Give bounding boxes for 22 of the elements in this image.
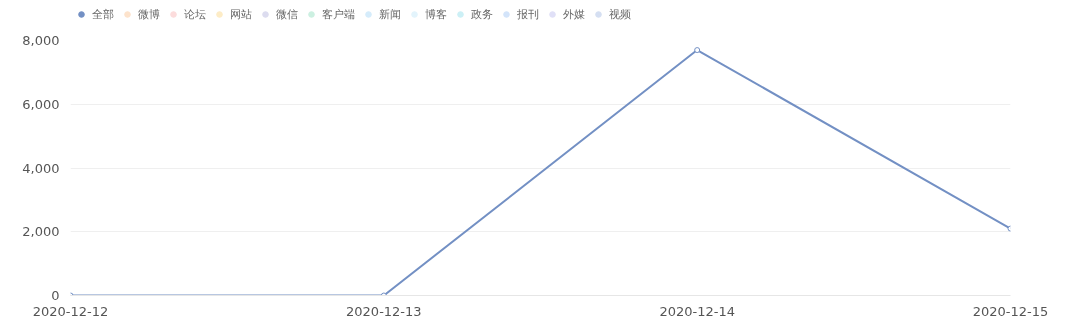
- legend-label: 视频: [609, 6, 631, 22]
- point: [694, 47, 701, 54]
- legend-label: 报刊: [517, 6, 539, 22]
- legend-label: 外媒: [563, 6, 585, 22]
- x-tick-label: 2020-12-14: [659, 303, 735, 319]
- y-tick-label: 8,000: [22, 33, 60, 48]
- x-tick-label: 2020-12-13: [346, 303, 422, 319]
- legend-label: 博客: [425, 6, 447, 22]
- legend-label: 新闻: [379, 6, 401, 22]
- y-tick-label: 2,000: [22, 224, 60, 240]
- y-tick-label: 0: [51, 288, 60, 303]
- legend-label: 论坛: [184, 6, 206, 22]
- legend-label: 政务: [471, 6, 493, 22]
- legend-label: 客户端: [322, 6, 355, 22]
- legend-label: 微信: [276, 6, 298, 22]
- y-tick-label: 4,000: [22, 160, 60, 176]
- y-tick-label: 6,000: [22, 96, 60, 112]
- legend-label: 全部: [92, 6, 114, 22]
- x-tick-label: 2020-12-12: [32, 303, 109, 319]
- x-tick-label: 2020-12-15: [972, 303, 1049, 319]
- legend-label: 网站: [230, 6, 252, 22]
- legend-label: 微博: [138, 6, 160, 22]
